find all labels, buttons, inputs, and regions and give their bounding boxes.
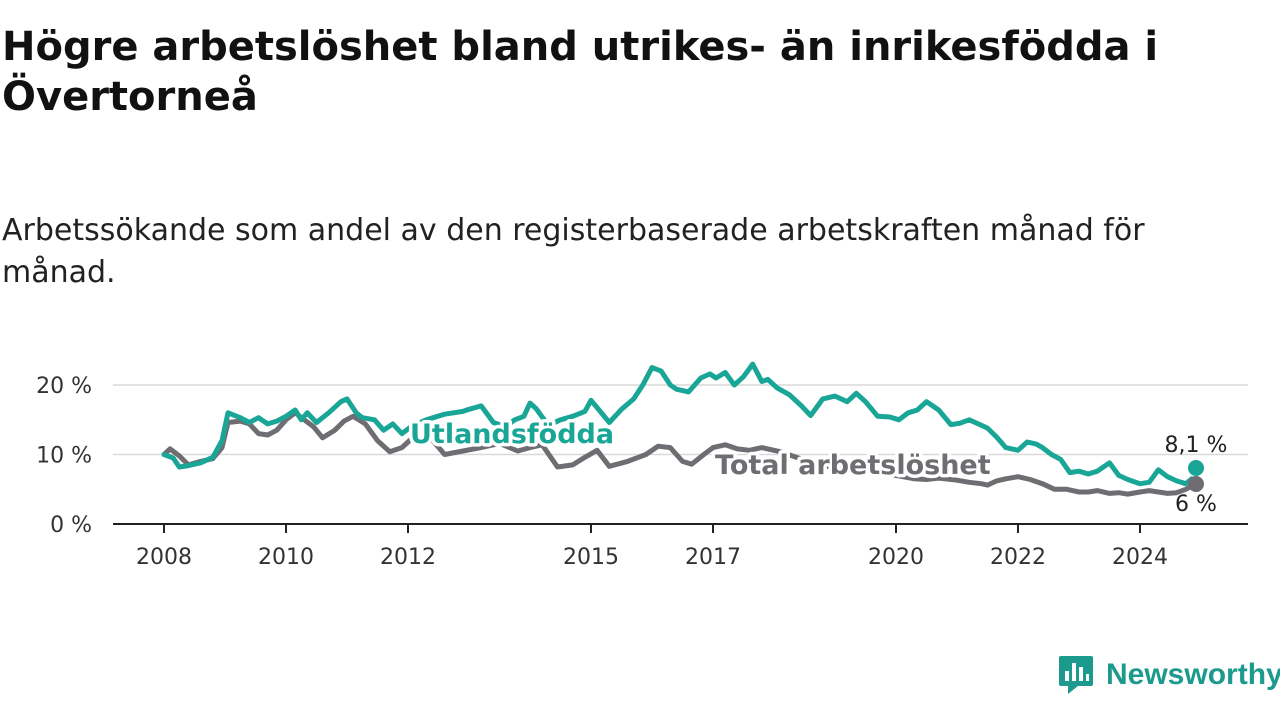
brand-name: Newsworthy — [1106, 658, 1280, 691]
utlandsfodda-line — [161, 361, 1201, 492]
gridlines: 0 % 10 % 20 % — [36, 374, 1248, 538]
newsworthy-logo: Newsworthy — [1058, 652, 1280, 698]
x-tick-label: 2020 — [868, 545, 924, 570]
total-arbetsloshet-label-halo: Total arbetslöshet — [715, 450, 991, 481]
utlandsfodda-end-label: 8,1 % — [1165, 433, 1228, 458]
series-lines — [161, 361, 1204, 497]
x-tick-label: 2022 — [990, 545, 1046, 570]
x-tick-label: 2010 — [258, 545, 314, 570]
total-arbetsloshet-end-label: 6 % — [1175, 492, 1217, 517]
x-tick-label: 2008 — [136, 545, 192, 570]
x-tick-label: 2024 — [1112, 545, 1168, 570]
y-tick-label: 20 % — [36, 374, 92, 399]
chart-subtitle: Arbetssökande som andel av den registerb… — [2, 213, 1145, 290]
chart-title: Högre arbetslöshet bland utrikes- än inr… — [2, 24, 1159, 120]
x-tick-label: 2012 — [380, 545, 436, 570]
total-arbetsloshet-end-marker — [1188, 476, 1204, 492]
y-tick-label: 0 % — [50, 513, 92, 538]
x-axis: 2008 2010 2012 2015 2017 2020 2022 2024 — [113, 523, 1248, 570]
utlandsfodda-end-marker — [1188, 460, 1204, 476]
x-tick-label: 2015 — [563, 545, 619, 570]
bar-chart-speech-bubble-icon — [1059, 656, 1093, 694]
x-tick-label: 2017 — [685, 545, 741, 570]
line-chart: 0 % 10 % 20 % 2008 2010 2012 2015 2017 2020 2022… — [36, 361, 1248, 570]
utlandsfodda-label-halo: Utlandsfödda — [410, 419, 614, 450]
total-arbetsloshet-line — [161, 410, 1201, 497]
utlandsfodda-label: Utlandsfödda — [410, 419, 614, 450]
total-arbetsloshet-label: Total arbetslöshet — [715, 450, 991, 481]
y-tick-label: 10 % — [36, 444, 92, 469]
